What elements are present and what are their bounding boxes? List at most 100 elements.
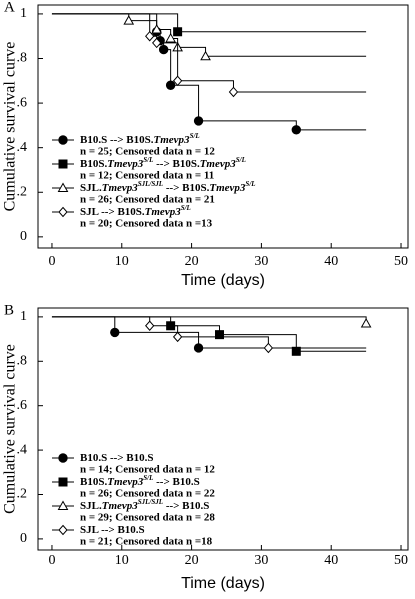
legend-label-part: --> B10S. bbox=[153, 158, 200, 170]
legend-label-part: S/L bbox=[143, 474, 153, 482]
panel-label: B bbox=[4, 302, 14, 318]
y-tick-label: .4 bbox=[17, 442, 28, 457]
x-tick-label: 30 bbox=[254, 254, 268, 269]
legend-label: SJL.Tmevp3SJL/SJL --> B10.S bbox=[80, 498, 209, 512]
legend-label-part: --> B10.S bbox=[153, 476, 199, 488]
legend-note: n = 14; Censored data n = 12 bbox=[80, 464, 215, 476]
legend-label: B10.S --> B10S.Tmevp3S/L bbox=[80, 132, 200, 146]
legend-label: B10S.Tmevp3S/L --> B10.S bbox=[80, 474, 200, 488]
y-tick-label: 0 bbox=[20, 531, 27, 546]
survival-curve bbox=[51, 316, 367, 349]
marker bbox=[145, 30, 155, 42]
legend-label-part: S/L bbox=[190, 132, 200, 140]
legend-label: SJL.Tmevp3SJL/SJL --> B10S.Tmevp3S/L bbox=[80, 180, 256, 194]
legend-label-part: Tmevp3 bbox=[107, 476, 144, 488]
legend-label-part: Tmevp3 bbox=[145, 206, 182, 218]
legend-label: SJL --> B10S.Tmevp3S/L bbox=[80, 204, 191, 218]
legend-label-part: SJL. bbox=[80, 182, 102, 194]
marker bbox=[263, 342, 274, 354]
legend-note: n = 26; Censored data n = 21 bbox=[80, 194, 215, 206]
legend-note: n = 12; Censored data n = 11 bbox=[80, 170, 214, 182]
survival-curve bbox=[51, 316, 367, 352]
x-tick-label: 0 bbox=[48, 254, 55, 269]
plot-frame bbox=[37, 4, 409, 249]
legend-marker bbox=[58, 206, 68, 218]
survival-curve bbox=[51, 316, 367, 324]
legend-marker bbox=[58, 159, 68, 169]
legend-label-part: B10.S --> B10.S bbox=[80, 452, 154, 464]
legend-label-part: S/L bbox=[245, 180, 255, 188]
legend-note: n = 21; Censored data n =18 bbox=[80, 536, 213, 548]
plot-frame bbox=[37, 307, 409, 551]
legend-label: B10.S --> B10.S bbox=[80, 452, 154, 464]
legend-label-part: SJL/SJL bbox=[138, 180, 163, 188]
y-tick-label: 1 bbox=[20, 309, 27, 324]
survival-curve bbox=[51, 13, 367, 93]
legend-label: B10S.Tmevp3S/L --> B10S.Tmevp3S/L bbox=[80, 156, 246, 170]
legend-label-part: SJL/SJL bbox=[138, 498, 163, 506]
x-tick-label: 10 bbox=[115, 254, 129, 269]
legend-note: n = 29; Censored data n = 28 bbox=[80, 512, 215, 524]
marker bbox=[165, 80, 176, 90]
legend-marker bbox=[57, 500, 69, 510]
x-tick-label: 50 bbox=[394, 553, 408, 568]
marker bbox=[123, 15, 135, 25]
y-tick-label: .6 bbox=[17, 398, 28, 413]
marker bbox=[151, 24, 163, 34]
legend-label-part: Tmevp3 bbox=[154, 134, 191, 146]
legend-marker bbox=[58, 524, 68, 536]
y-tick-label: 1 bbox=[20, 6, 27, 21]
marker bbox=[360, 318, 372, 328]
marker bbox=[172, 331, 183, 343]
x-axis-title: Time (days) bbox=[181, 575, 265, 592]
y-axis-title: Cumulative survival curve bbox=[2, 42, 19, 212]
legend-note: n = 25; Censored data n = 12 bbox=[80, 146, 215, 158]
y-axis-title: Cumulative survival curve bbox=[2, 344, 19, 514]
legend-marker bbox=[58, 453, 68, 463]
x-tick-label: 40 bbox=[324, 553, 338, 568]
marker bbox=[215, 330, 225, 340]
legend-label-part: B10S. bbox=[80, 476, 107, 488]
marker bbox=[291, 346, 301, 356]
y-tick-label: 0 bbox=[20, 229, 27, 244]
legend-label-part: B10S. bbox=[80, 158, 107, 170]
marker bbox=[165, 32, 176, 43]
legend-label: SJL --> B10.S bbox=[80, 524, 145, 536]
legend-note: n = 26; Censored data n = 22 bbox=[80, 488, 215, 500]
legend-label-part: SJL --> B10.S bbox=[80, 524, 145, 536]
x-tick-label: 50 bbox=[394, 254, 408, 269]
marker bbox=[193, 343, 204, 353]
marker bbox=[193, 116, 204, 126]
survival-curve bbox=[51, 13, 367, 57]
legend-label-part: Tmevp3 bbox=[107, 158, 144, 170]
marker bbox=[173, 27, 183, 37]
x-tick-label: 30 bbox=[254, 553, 268, 568]
marker bbox=[291, 125, 302, 135]
legend-label-part: Tmevp3 bbox=[102, 500, 139, 512]
y-tick-label: .2 bbox=[17, 184, 28, 199]
y-tick-label: .2 bbox=[17, 487, 28, 502]
marker bbox=[172, 75, 183, 87]
y-tick-label: .8 bbox=[17, 354, 28, 369]
x-axis-title: Time (days) bbox=[181, 272, 265, 289]
survival-curve bbox=[51, 13, 367, 33]
marker bbox=[158, 44, 169, 55]
legend-label-part: --> B10.S bbox=[163, 500, 209, 512]
marker bbox=[200, 50, 211, 61]
legend-label-part: Tmevp3 bbox=[209, 182, 246, 194]
legend-label-part: Tmevp3 bbox=[102, 182, 139, 194]
marker bbox=[110, 327, 120, 338]
legend-label-part: S/L bbox=[143, 156, 153, 164]
legend-label-part: S/L bbox=[181, 204, 191, 212]
legend-marker bbox=[57, 182, 69, 192]
legend-label-part: SJL --> B10S. bbox=[80, 206, 145, 218]
x-tick-label: 20 bbox=[185, 254, 199, 269]
x-tick-label: 20 bbox=[185, 553, 199, 568]
x-tick-label: 10 bbox=[115, 553, 129, 568]
legend-label-part: Tmevp3 bbox=[200, 158, 237, 170]
legend-marker bbox=[58, 135, 68, 145]
legend-label-part: SJL. bbox=[80, 500, 102, 512]
x-tick-label: 0 bbox=[48, 553, 55, 568]
panel-label: A bbox=[4, 0, 15, 15]
marker bbox=[145, 320, 155, 332]
